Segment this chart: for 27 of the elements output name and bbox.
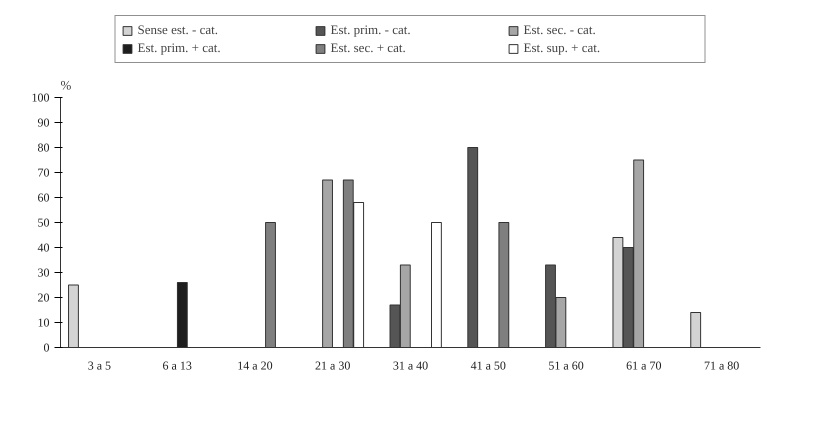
legend-label: Est. sec. + cat.: [330, 40, 407, 56]
y-tick-label: 90: [38, 116, 50, 130]
legend-label: Est. sec. - cat.: [524, 22, 597, 38]
legend-label: Est. prim. + cat.: [138, 40, 222, 56]
y-tick-label: 10: [38, 316, 50, 330]
x-tick-label: 3 a 5: [88, 358, 112, 372]
legend-label: Est. sup. + cat.: [524, 40, 602, 56]
legend-label: Sense est. - cat.: [138, 22, 220, 38]
y-tick-label: 0: [44, 340, 50, 354]
y-axis-title: %: [60, 78, 72, 92]
x-tick-label: 31 a 40: [392, 358, 428, 372]
y-tick-label: 30: [38, 266, 50, 280]
y-tick-label: 70: [38, 166, 50, 180]
x-tick-label: 21 a 30: [315, 358, 350, 372]
y-tick-label: 80: [38, 140, 50, 154]
y-tick-label: 20: [38, 290, 50, 304]
y-tick-label: 40: [38, 240, 50, 254]
y-tick-label: 100: [32, 90, 50, 104]
y-tick-label: 50: [38, 216, 50, 230]
x-tick-label: 41 a 50: [470, 358, 506, 372]
legend-label: Est. prim. - cat.: [330, 22, 412, 38]
y-tick-label: 60: [38, 190, 50, 204]
x-tick-label: 71 a 80: [704, 358, 740, 372]
x-tick-label: 61 a 70: [626, 358, 662, 372]
x-tick-label: 6 a 13: [162, 358, 192, 372]
x-tick-label: 14 a 20: [237, 358, 273, 372]
x-tick-label: 51 a 60: [548, 358, 584, 372]
